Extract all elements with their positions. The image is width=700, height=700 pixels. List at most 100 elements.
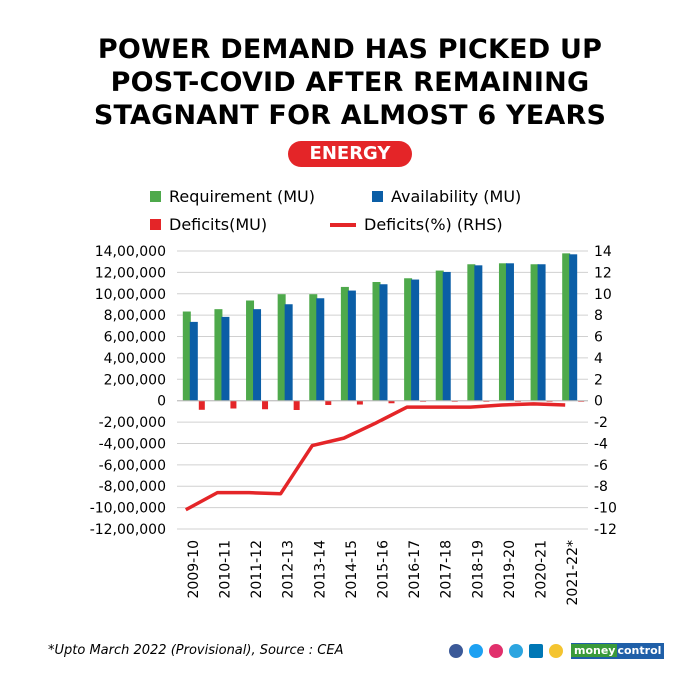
x-tick-label: 2013-14 [312,540,328,599]
page-title: POWER DEMAND HAS PICKED UP POST-COVID AF… [0,33,700,132]
bar-availability [189,321,198,401]
left-tick-label: 4,00,000 [104,351,166,367]
x-tick-label: 2012-13 [281,540,297,599]
bar-deficit [293,400,300,410]
bar-deficit [356,400,363,405]
bar-availability [221,316,230,401]
legend-label: Availability (MU) [391,187,522,206]
bar-deficit [262,400,269,410]
bar-requirement [372,282,381,401]
bar-availability [411,279,420,401]
legend-requirement: Requirement (MU) [150,187,315,206]
bar-availability [316,298,325,401]
instagram-icon[interactable] [489,644,503,658]
legend-deficits-mu: Deficits(MU) [150,215,267,234]
moneycontrol-logo: money control [571,643,665,659]
left-tick-label: -12,00,000 [90,522,166,538]
x-tick-label: 2014-15 [344,540,360,599]
left-tick-label: -4,00,000 [99,436,166,452]
bar-deficit [325,400,332,405]
right-tick-label: -6 [594,458,608,474]
left-tick-label: 10,00,000 [95,287,166,303]
right-tick-label: 6 [594,330,603,346]
title-line-2: POST-COVID AFTER REMAINING [110,67,590,98]
legend-label: Deficits(%) (RHS) [364,215,503,234]
bar-deficit [230,400,237,409]
right-tick-label: 0 [594,394,603,410]
bar-requirement [404,278,413,401]
legend-swatch [372,191,383,202]
legend-swatch [150,191,161,202]
legend-swatch [150,219,161,230]
right-tick-label: 2 [594,372,603,388]
right-tick-label: 12 [594,265,612,281]
bar-deficit [198,400,205,410]
left-tick-label: 12,00,000 [95,265,166,281]
x-tick-label: 2019-20 [502,540,518,599]
bar-availability [537,264,546,401]
right-tick-label: 14 [594,244,612,260]
bar-availability [505,263,514,401]
bar-availability [569,254,578,401]
left-tick-label: 0 [157,394,166,410]
x-tick-label: 2016-17 [407,540,423,599]
facebook-icon[interactable] [449,644,463,658]
bar-availability [379,284,388,401]
right-tick-label: 4 [594,351,603,367]
bar-requirement [467,264,476,401]
bar-deficit [388,400,395,404]
bar-requirement [309,294,318,401]
footnote: *Upto March 2022 (Provisional), Source :… [48,643,344,658]
bar-availability [474,265,483,401]
left-tick-label: -2,00,000 [99,415,166,431]
bar-availability [253,309,262,401]
left-tick-label: -8,00,000 [99,479,166,495]
right-tick-label: 10 [594,287,612,303]
twitter-icon[interactable] [469,644,483,658]
x-tick-label: 2015-16 [376,540,392,599]
category-badge: ENERGY [288,141,412,167]
right-tick-label: -4 [594,436,608,452]
koo-icon[interactable] [549,644,563,658]
left-tick-label: 6,00,000 [104,330,166,346]
bar-requirement [435,270,444,401]
legend-label: Requirement (MU) [169,187,315,206]
legend-label: Deficits(MU) [169,215,268,234]
title-line-1: POWER DEMAND HAS PICKED UP [97,34,603,65]
bar-requirement [214,309,223,401]
right-tick-label: -10 [594,501,617,517]
left-tick-label: -10,00,000 [90,501,166,517]
right-tick-label: -2 [594,415,608,431]
bar-requirement [340,286,349,401]
x-tick-label: 2011-12 [249,540,265,599]
legend-line [330,222,356,227]
left-tick-label: 14,00,000 [95,244,166,260]
telegram-icon[interactable] [509,644,523,658]
logo-part2: control [617,644,662,657]
deficit-pct-line [184,402,566,512]
bar-requirement [277,294,286,401]
left-tick-label: -6,00,000 [99,458,166,474]
bar-requirement [530,264,539,401]
title-line-3: STAGNANT FOR ALMOST 6 YEARS [93,100,607,131]
legend-availability: Availability (MU) [372,187,521,206]
left-tick-label: 2,00,000 [104,372,166,388]
legend-deficits-pct: Deficits(%) (RHS) [330,215,503,234]
x-tick-label: 2010-11 [217,540,233,599]
social-icons [449,644,563,658]
bar-availability [347,290,356,401]
bar-availability [284,304,293,401]
bar-requirement [246,300,255,401]
right-tick-label: 8 [594,308,603,324]
x-tick-label: 2009-10 [186,540,202,599]
bar-requirement [498,263,507,401]
bar-requirement [182,311,191,401]
linkedin-icon[interactable] [529,644,543,658]
x-tick-label: 2018-19 [470,540,486,599]
x-tick-label: 2017-18 [439,540,455,599]
right-tick-label: -8 [594,479,608,495]
right-tick-label: -12 [594,522,617,538]
logo-part1: money [571,644,618,657]
